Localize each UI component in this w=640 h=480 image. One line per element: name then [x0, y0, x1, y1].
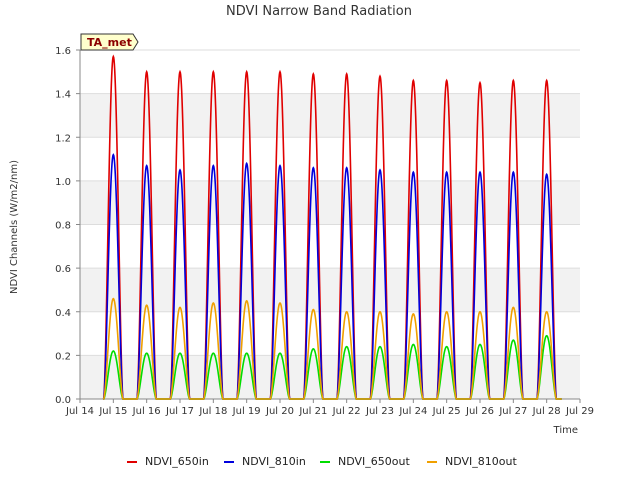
legend-label: NDVI_810out [445, 455, 517, 468]
y-tick-label: 1.6 [55, 46, 71, 57]
y-tick-label: 1.0 [55, 177, 71, 188]
plot-band [80, 268, 580, 312]
y-tick-label: 0.4 [55, 308, 71, 319]
plot-band [80, 137, 580, 181]
y-tick-label: 1.2 [55, 133, 71, 144]
plot-band [80, 180, 580, 225]
series-lines [102, 54, 562, 400]
badge-box [80, 33, 139, 51]
plot-band [80, 311, 580, 356]
x-axis-label: Time [553, 425, 578, 436]
x-tick-label: Jul 21 [298, 406, 327, 417]
badge-label: TA_met [87, 36, 132, 49]
x-tick-label: Jul 15 [98, 406, 127, 417]
y-axis-label: NDVI Channels (W/m2/nm) [9, 160, 20, 294]
plot-band [80, 224, 580, 269]
x-tick-label: Jul 17 [165, 406, 194, 417]
legend-label: NDVI_650out [338, 455, 410, 468]
y-tick-label: 0.0 [55, 395, 71, 406]
x-tick-label: Jul 16 [132, 406, 161, 417]
plot-band [80, 355, 580, 399]
series-line-ndvi-810out [102, 297, 562, 400]
x-tick-label: Jul 25 [432, 406, 461, 417]
x-tick-label: Jul 26 [465, 406, 494, 417]
x-tick-label: Jul 28 [532, 406, 561, 417]
y-tick-label: 0.6 [55, 264, 71, 275]
chart-title: NDVI Narrow Band Radiation [226, 4, 412, 19]
x-tick-label: Jul 24 [398, 406, 427, 417]
x-tick-labels: Jul 14 Jul 15 Jul 16 Jul 17 Jul 18 Jul 19 Jul … [65, 399, 594, 417]
x-tick-label: Jul 22 [332, 406, 361, 417]
x-tick-label: Jul 29 [565, 406, 594, 417]
legend: NDVI_650in NDVI_810in NDVI_650out NDVI_810o… [127, 455, 517, 468]
plot-band [80, 93, 580, 138]
x-tick-label: Jul 19 [232, 406, 261, 417]
y-tick-label: 1.4 [55, 90, 71, 101]
plot-background [80, 50, 580, 399]
y-tick-labels: 0.0 0.2 0.4 0.6 0.8 1.0 1.2 1.4 1.6 [55, 46, 80, 406]
ta-met-badge: TA_met [80, 33, 139, 51]
x-tick-label: Jul 23 [365, 406, 394, 417]
x-tick-label: Jul 27 [498, 406, 527, 417]
plot-band [80, 50, 580, 94]
x-tick-label: Jul 20 [265, 406, 294, 417]
x-tick-label: Jul 14 [65, 406, 94, 417]
legend-label: NDVI_650in [145, 455, 209, 468]
legend-label: NDVI_810in [242, 455, 306, 468]
x-tick-label: Jul 18 [198, 406, 227, 417]
y-tick-label: 0.8 [55, 221, 71, 232]
y-tick-label: 0.2 [55, 351, 71, 362]
